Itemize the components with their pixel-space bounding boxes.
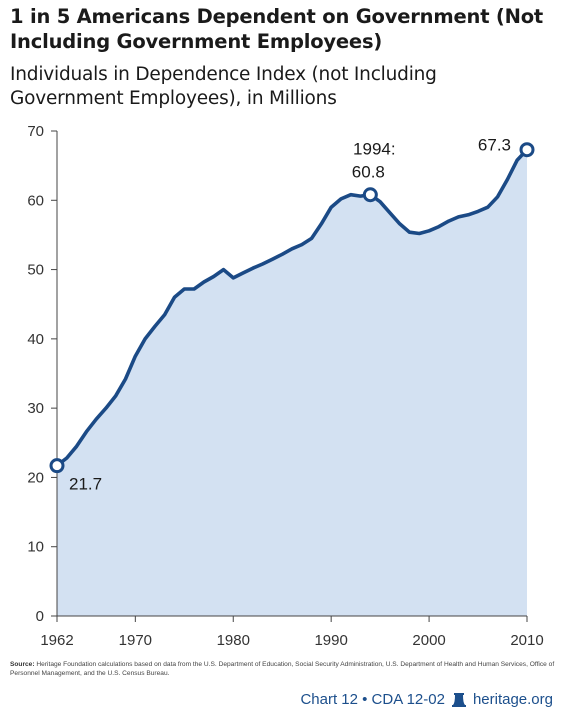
- y-tick-label: 50: [27, 262, 44, 279]
- series-line: [55, 147, 529, 468]
- data-label: 21.7: [69, 475, 102, 494]
- source-text: Heritage Foundation calculations based o…: [10, 661, 555, 677]
- data-label: 1994:: [353, 140, 396, 159]
- data-point-marker: [362, 187, 378, 203]
- y-tick-label: 70: [27, 123, 44, 140]
- x-tick-label: 1980: [217, 632, 250, 649]
- y-tick-label: 60: [27, 192, 44, 209]
- footer: Chart 12 • CDA 12-02 heritage.org: [300, 691, 553, 708]
- area-fill: [57, 149, 527, 616]
- data-point-marker: [49, 458, 65, 474]
- y-tick-label: 20: [27, 469, 44, 486]
- chart-subtitle: Individuals in Dependence Index (not Inc…: [10, 64, 437, 109]
- x-tick-label: 2010: [510, 632, 543, 649]
- x-tick-label: 1990: [314, 632, 347, 649]
- x-tick-label: 1970: [119, 632, 152, 649]
- y-tick-label: 40: [27, 331, 44, 348]
- x-tick-label: 2000: [412, 632, 445, 649]
- y-tick-label: 30: [27, 400, 44, 417]
- data-point-marker: [519, 142, 535, 158]
- y-tick-label: 0: [36, 608, 44, 625]
- x-tick-label: 1962: [40, 632, 73, 649]
- chart-title: 1 in 5 Americans Dependent on Government…: [10, 5, 544, 53]
- source-label: Source:: [10, 661, 35, 668]
- y-tick-label: 10: [27, 539, 44, 556]
- liberty-bell-icon: [451, 692, 466, 707]
- source-note: Source: Heritage Foundation calculations…: [10, 660, 555, 678]
- data-label: 60.8: [352, 163, 385, 182]
- heritage-link[interactable]: heritage.org: [472, 691, 553, 708]
- chart-id-label: Chart 12 • CDA 12-02: [300, 691, 445, 708]
- data-label: 67.3: [478, 136, 511, 155]
